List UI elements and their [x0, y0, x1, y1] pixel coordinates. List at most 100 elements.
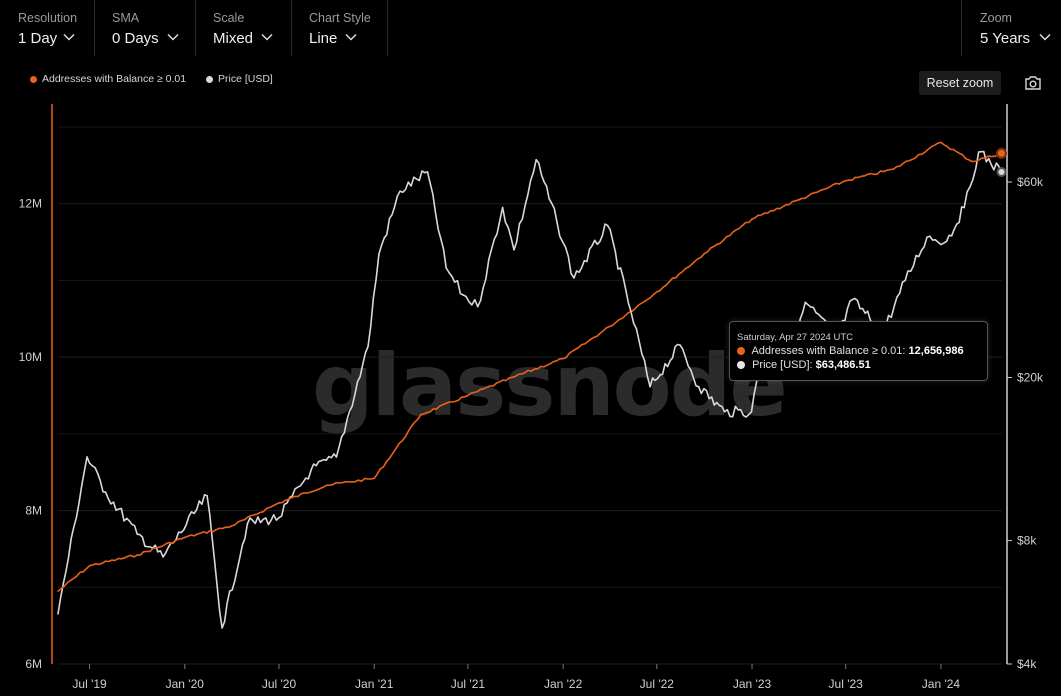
scale-value: Mixed: [213, 30, 254, 47]
price-point: [926, 236, 928, 239]
chevron-down-icon: [1039, 33, 1051, 41]
price-point: [723, 410, 726, 413]
price-point: [206, 494, 208, 497]
tooltip-price-label: Price [USD]:: [752, 359, 813, 371]
x-tick-label: Jul '21: [451, 677, 486, 691]
x-tick-label: Jul '19: [72, 677, 107, 691]
addresses-point: [514, 375, 517, 378]
price-point: [750, 410, 753, 413]
addresses-point: [797, 199, 800, 201]
price-point: [513, 248, 515, 251]
legend-dot-addresses: [30, 75, 37, 83]
scale-label: Scale: [213, 11, 245, 25]
price-point: [679, 344, 681, 346]
price-point: [278, 516, 280, 519]
price-point: [996, 166, 1007, 177]
x-tick-label: Jan '20: [166, 677, 205, 691]
y-left-tick-label: 8M: [25, 504, 42, 518]
price-point: [963, 206, 966, 209]
price-point: [462, 294, 465, 296]
price-point: [535, 158, 538, 161]
price-point: [606, 224, 609, 227]
price-point: [556, 220, 558, 223]
y-right-tick-label: $8k: [1017, 534, 1037, 548]
addresses-point: [971, 160, 973, 163]
zoom-label: Zoom: [980, 11, 1012, 25]
price-point: [445, 267, 447, 269]
y-right-tick-label: $60k: [1017, 175, 1044, 189]
addresses-point: [231, 525, 233, 527]
chart-style-label: Chart Style: [309, 11, 371, 25]
price-point: [649, 385, 651, 388]
price-point: [573, 277, 575, 279]
legend-label-addresses: Addresses with Balance ≥ 0.01: [42, 73, 187, 85]
legend-item-addresses[interactable]: Addresses with Balance ≥ 0.01: [30, 73, 186, 85]
resolution-value: 1 Day: [18, 30, 58, 47]
price-point: [476, 305, 479, 308]
price-point: [221, 627, 223, 629]
chart-style-dropdown[interactable]: Chart Style Line: [291, 0, 388, 56]
x-tick-label: Jan '22: [544, 677, 583, 691]
chevron-down-icon: [167, 33, 179, 41]
price-point: [945, 240, 948, 243]
addresses-point: [325, 484, 328, 487]
addresses-point: [136, 554, 138, 556]
price-point: [246, 522, 249, 525]
addresses-point: [655, 291, 658, 293]
series-points: [57, 141, 1007, 629]
addresses-point: [562, 357, 564, 360]
chart-style-value: Line: [309, 30, 338, 47]
zoom-value: 5 Years: [980, 30, 1031, 47]
price-point: [697, 385, 700, 388]
y-left-tick-label: 6M: [25, 657, 42, 671]
tooltip-row-addresses: Addresses with Balance ≥ 0.01: 12,656,98…: [737, 345, 964, 357]
zoom-dropdown[interactable]: Zoom 5 Years: [961, 0, 1061, 56]
addresses-point: [751, 218, 753, 220]
tooltip-price-value: $63,486.51: [815, 359, 871, 371]
sma-dropdown[interactable]: SMA 0 Days: [94, 0, 196, 56]
addresses-point: [703, 252, 706, 255]
camera-icon[interactable]: [1024, 75, 1042, 91]
x-tick-label: Jan '24: [922, 677, 961, 691]
data-tooltip: Saturday, Apr 27 2024 UTC Addresses with…: [729, 321, 988, 381]
price-point: [335, 456, 338, 458]
price-point: [104, 491, 107, 494]
addresses-point: [278, 502, 280, 504]
addresses-point: [608, 325, 611, 328]
x-tick-label: Jul '22: [640, 677, 675, 691]
x-tick-label: Jul '20: [262, 677, 297, 691]
addresses-point: [57, 590, 59, 592]
price-point: [804, 301, 807, 304]
tooltip-date: Saturday, Apr 27 2024 UTC: [737, 332, 853, 343]
price-point: [378, 253, 380, 255]
scale-dropdown[interactable]: Scale Mixed: [195, 0, 292, 56]
right-axis-ticks: $4k $8k $20k $60k: [1007, 175, 1044, 671]
reset-zoom-button[interactable]: Reset zoom: [919, 71, 1001, 95]
x-tick-label: Jul '23: [829, 677, 864, 691]
left-axis-ticks: 6M 8M 10M 12M: [19, 197, 42, 671]
addresses-point: [995, 147, 1007, 159]
price-series-line: [57, 150, 1003, 629]
price-point: [162, 556, 164, 558]
legend-label-price: Price [USD]: [218, 73, 273, 85]
resolution-label: Resolution: [18, 11, 78, 25]
price-point: [630, 310, 632, 313]
watermark: glassnode: [312, 336, 788, 436]
price-point: [977, 151, 980, 153]
addresses-point: [467, 394, 469, 397]
price-point: [904, 279, 907, 282]
addresses-point: [892, 168, 895, 171]
tooltip-addresses-value: 12,656,986: [908, 345, 964, 357]
tooltip-dot-price: [737, 361, 745, 369]
grid: [58, 126, 1002, 665]
price-point: [310, 469, 312, 471]
chevron-down-icon: [345, 33, 357, 41]
chevron-down-icon: [261, 33, 273, 41]
addresses-point: [88, 565, 91, 567]
price-point: [501, 206, 504, 209]
tooltip-dot-addresses: [737, 347, 745, 355]
resolution-dropdown[interactable]: Resolution 1 Day: [0, 0, 95, 56]
addresses-point: [183, 536, 186, 539]
legend-item-price[interactable]: Price [USD]: [206, 73, 273, 85]
x-tick-label: Jan '21: [355, 677, 394, 691]
